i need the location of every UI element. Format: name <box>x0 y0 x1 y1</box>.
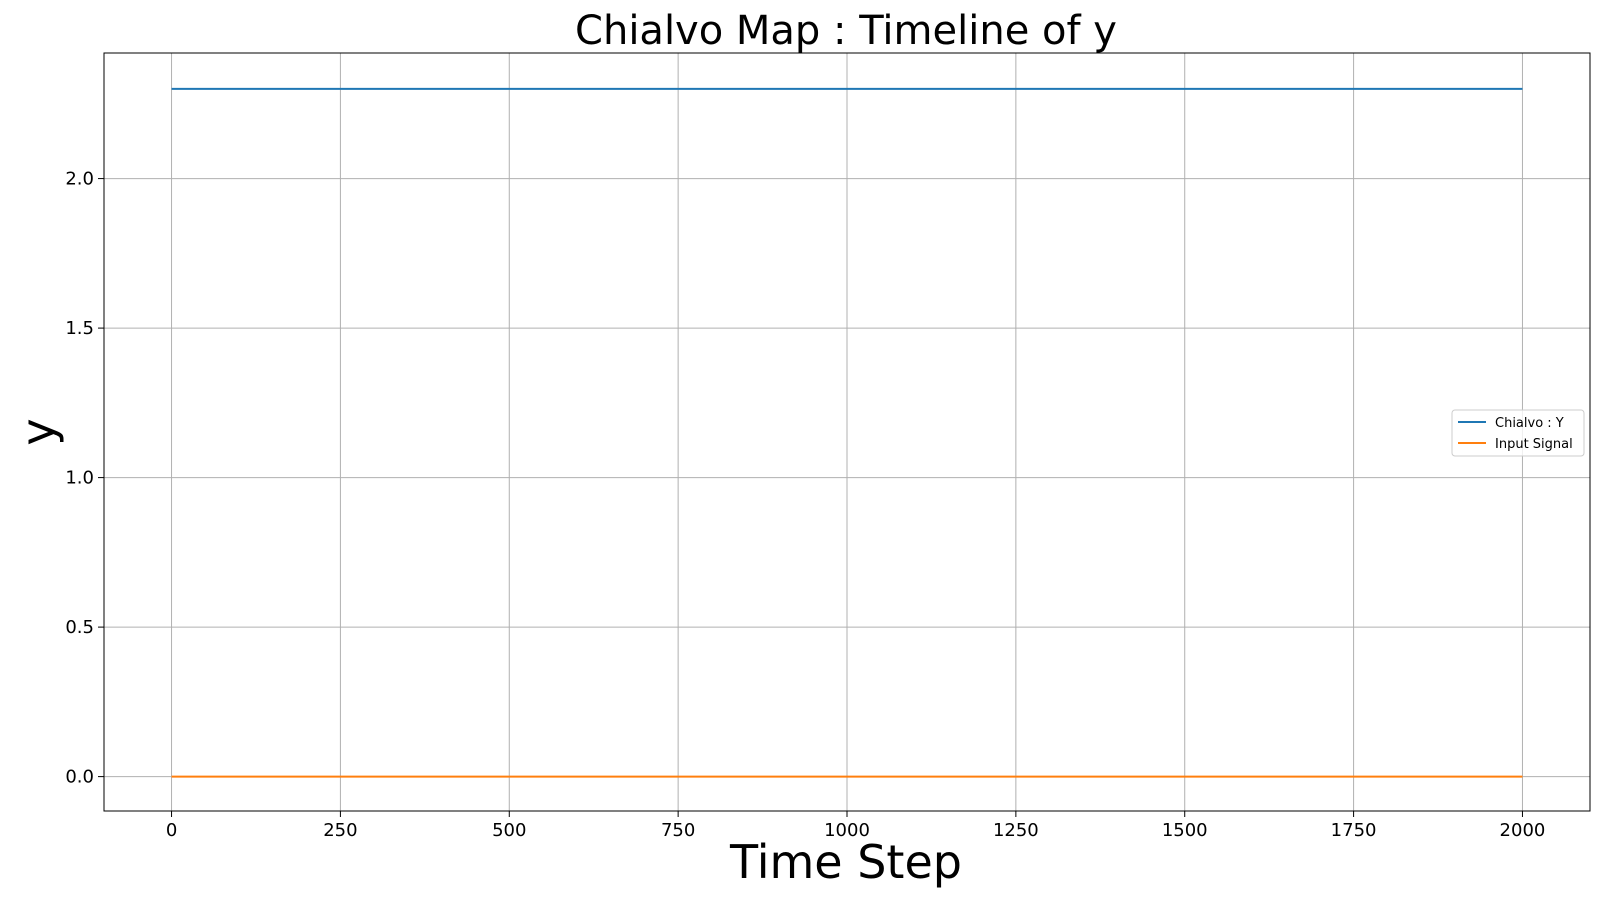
x-tick-label: 750 <box>661 820 695 841</box>
x-tick-label: 250 <box>323 820 357 841</box>
x-tick-label: 0 <box>166 820 177 841</box>
legend-label: Input Signal <box>1495 437 1573 452</box>
y-tick-label: 1.5 <box>65 318 94 339</box>
x-tick-label: 1000 <box>824 820 870 841</box>
legend-label: Chialvo : Y <box>1495 416 1564 431</box>
legend: Chialvo : Y Input Signal <box>1451 409 1585 457</box>
x-tick-label: 2000 <box>1500 820 1546 841</box>
y-tick-label: 2.0 <box>65 169 94 190</box>
x-tick-label: 500 <box>492 820 526 841</box>
y-tick-label: 1.0 <box>65 468 94 489</box>
axis-ticks: 0 250 500 750 1000 1250 1500 1750 2000 0.0 0.5 1.0 1… <box>65 169 1545 841</box>
y-axis-label: y <box>11 418 65 445</box>
x-tick-label: 1250 <box>993 820 1039 841</box>
y-tick-label: 0.0 <box>65 767 94 788</box>
x-tick-label: 1500 <box>1162 820 1208 841</box>
y-tick-label: 0.5 <box>65 617 94 638</box>
grid <box>104 53 1590 811</box>
x-tick-label: 1750 <box>1331 820 1377 841</box>
series-lines <box>171 87 1523 778</box>
chart-title: Chialvo Map : Timeline of y <box>575 8 1117 54</box>
x-axis-label: Time Step <box>729 835 962 889</box>
